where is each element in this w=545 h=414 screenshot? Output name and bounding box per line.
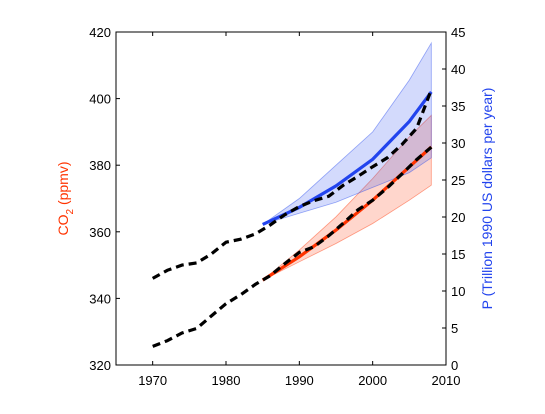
left-axis-title: CO2 (ppmv) xyxy=(55,161,76,235)
right-axis-title: P (Trillion 1990 US dollars per year) xyxy=(479,88,495,310)
left-tick-label: 420 xyxy=(89,25,111,40)
right-tick-label: 20 xyxy=(451,210,465,225)
right-tick-label: 30 xyxy=(451,136,465,151)
right-tick-label: 10 xyxy=(451,284,465,299)
right-tick-label: 15 xyxy=(451,247,465,262)
right-tick-label: 45 xyxy=(451,25,465,40)
uncertainty-band-left xyxy=(262,114,432,281)
x-tick-label: 2000 xyxy=(358,373,387,388)
plot-frame xyxy=(115,31,447,366)
uncertainty-band-right xyxy=(262,41,432,225)
left-tick-label: 320 xyxy=(89,358,111,373)
left-tick-label: 340 xyxy=(89,291,111,306)
left-tick-label: 380 xyxy=(89,158,111,173)
right-tick-label: 0 xyxy=(451,358,458,373)
left-tick-label: 400 xyxy=(89,92,111,107)
x-tick-label: 1980 xyxy=(212,373,241,388)
x-tick-label: 1970 xyxy=(138,373,167,388)
right-tick-label: 35 xyxy=(451,99,465,114)
right-tick-label: 5 xyxy=(451,321,458,336)
left-tick-label: 360 xyxy=(89,225,111,240)
right-tick-label: 40 xyxy=(451,62,465,77)
model-line-left xyxy=(261,145,433,282)
x-tick-label: 2010 xyxy=(432,373,461,388)
x-tick-label: 1990 xyxy=(285,373,314,388)
observed-line-right xyxy=(151,89,433,280)
right-tick-label: 25 xyxy=(451,173,465,188)
